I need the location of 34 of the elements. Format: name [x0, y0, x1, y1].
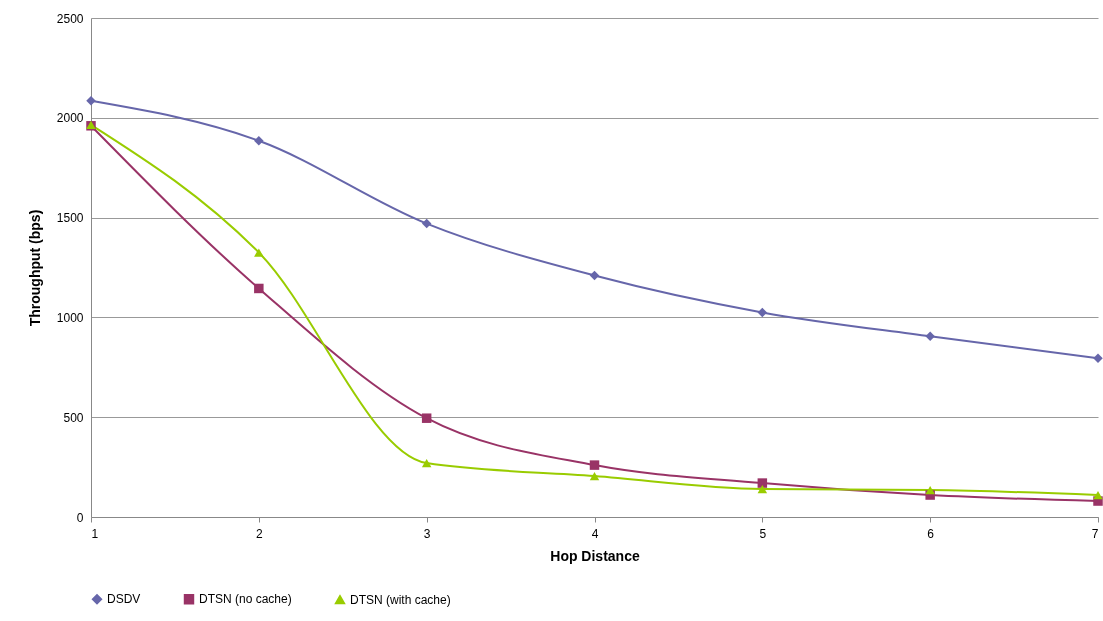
y-tick-label: 1500	[56, 211, 84, 226]
point	[1093, 490, 1103, 500]
x-tick-label: 4	[591, 526, 599, 541]
y-tick-label: 2500	[56, 11, 84, 26]
point	[757, 307, 768, 318]
x-tick-label: 2	[255, 526, 263, 541]
x-tick-label: 6	[927, 526, 935, 541]
x-tick-label: 3	[423, 526, 431, 541]
point	[757, 478, 768, 488]
y-tick-label: 500	[63, 410, 84, 425]
x-axis-title: Hop Distance	[550, 547, 640, 564]
point	[925, 485, 935, 495]
y-axis-title: Throughput (bps)	[26, 209, 43, 327]
point	[254, 136, 264, 146]
y-tick-label: 0	[76, 510, 84, 525]
point	[589, 270, 600, 281]
point	[421, 218, 432, 229]
point	[421, 459, 432, 468]
x-tick-label: 7	[1091, 526, 1099, 541]
legend-label: DSDV	[107, 592, 141, 607]
legend-label: DTSN (with cache)	[350, 592, 451, 607]
point	[254, 248, 264, 257]
y-tick-label: 2000	[56, 111, 84, 126]
point	[589, 471, 600, 481]
point	[925, 331, 935, 342]
y-tick-label: 1000	[56, 310, 84, 325]
legend-label: DTSN (no cache)	[199, 592, 292, 607]
x-tick-label: 5	[759, 526, 767, 541]
point	[757, 484, 768, 494]
point	[589, 460, 600, 470]
point	[254, 283, 264, 294]
point	[421, 413, 432, 423]
point	[1093, 353, 1103, 364]
x-tick-label: 1	[91, 526, 99, 541]
